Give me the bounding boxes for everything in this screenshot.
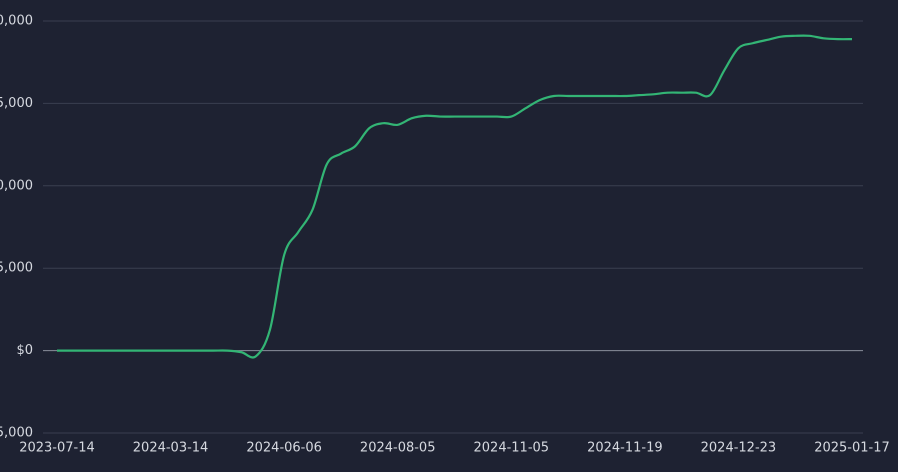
y-tick-label: $20,000 (0, 14, 33, 29)
y-tick-label: $15,000 (0, 96, 33, 111)
x-tick-label: 2023-07-14 (19, 441, 95, 456)
x-tick-label: 2024-03-14 (133, 441, 209, 456)
x-tick-label: 2024-11-05 (474, 441, 550, 456)
y-tick-label: $10,000 (0, 178, 33, 193)
x-tick-label: 2024-06-06 (246, 441, 322, 456)
x-tick-label: 2024-11-19 (587, 441, 663, 456)
y-tick-label: $0 (16, 343, 33, 358)
line (56, 34, 853, 359)
y-tick-label: $5,000 (0, 261, 33, 276)
x-tick-label: 2025-01-17 (814, 441, 890, 456)
y-tick-label: -$5,000 (0, 426, 33, 441)
x-tick-label: 2024-12-23 (701, 441, 777, 456)
x-tick-label: 2024-08-05 (360, 441, 436, 456)
